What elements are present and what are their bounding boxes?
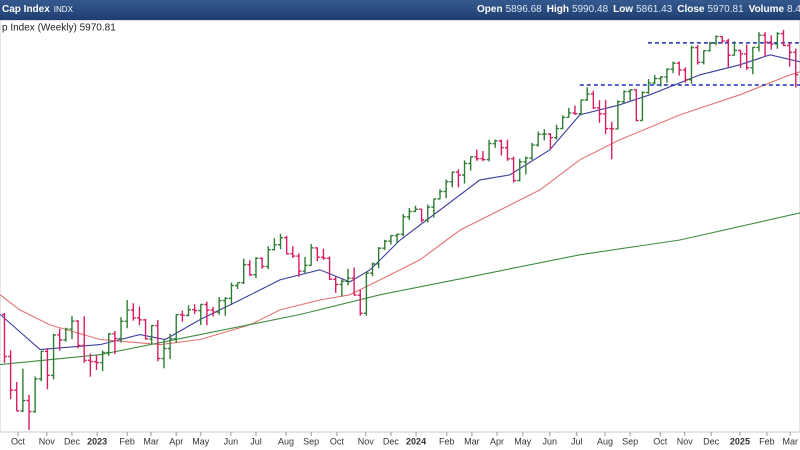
- x-tick-label: Nov: [358, 436, 375, 446]
- x-tick-label: 2024: [406, 436, 426, 446]
- x-tick-label: Apr: [490, 436, 504, 446]
- symbol: INDX: [53, 5, 73, 14]
- x-tick-label: May: [514, 436, 532, 446]
- quote-value: 5861.43: [636, 4, 673, 15]
- x-tick-label: Dec: [383, 436, 400, 446]
- x-tick-label: Mar: [464, 436, 480, 446]
- moving-average: [0, 212, 800, 366]
- x-tick-label: Dec: [703, 436, 720, 446]
- x-tick-label: May: [192, 436, 210, 446]
- x-tick-label: Jul: [571, 436, 583, 446]
- quote-label: Open: [477, 4, 503, 15]
- header-bar: Cap Index INDX Open 5896.68 High 5990.48 Low 5…: [0, 0, 800, 20]
- x-tick-label: Jul: [250, 436, 262, 446]
- x-tick-label: Oct: [653, 436, 668, 446]
- x-tick-label: Nov: [39, 436, 56, 446]
- quote: Open 5896.68 High 5990.48 Low 5861.43 Close 597…: [472, 0, 800, 20]
- x-tick-label: Mar: [782, 436, 798, 446]
- moving-average: [0, 71, 800, 346]
- plot-area: [0, 20, 800, 433]
- x-tick-label: Jun: [224, 436, 239, 446]
- x-tick-label: Aug: [597, 436, 613, 446]
- x-tick-label: Apr: [169, 436, 183, 446]
- x-tick-label: Dec: [64, 436, 81, 446]
- quote-value: 8.4B: [787, 4, 800, 15]
- x-tick-label: Sep: [303, 436, 319, 446]
- quote-value: 5970.81: [707, 4, 744, 15]
- quote-label: Close: [677, 4, 705, 15]
- quote-value: 5896.68: [505, 4, 542, 15]
- x-tick-label: Mar: [143, 436, 159, 446]
- x-tick-label: Aug: [278, 436, 294, 446]
- x-tick-label: Oct: [330, 436, 345, 446]
- quote-label: High: [546, 4, 569, 15]
- x-tick-label: 2023: [87, 436, 107, 446]
- quote-value: 5990.48: [571, 4, 609, 15]
- x-tick-label: Feb: [439, 436, 455, 446]
- x-tick-label: Feb: [759, 436, 775, 446]
- quote-label: Low: [613, 4, 634, 15]
- x-tick-label: 2025: [730, 436, 750, 446]
- x-tick-label: Oct: [11, 436, 26, 446]
- x-tick-label: Jun: [543, 436, 558, 446]
- chart-title: p Index (Weekly) 5970.81: [2, 23, 116, 34]
- x-tick-label: Nov: [677, 436, 694, 446]
- x-tick-label: Sep: [622, 436, 638, 446]
- quote-label: Volume: [748, 4, 785, 15]
- title: Cap Index: [2, 4, 50, 15]
- index-title: Cap Index INDX: [2, 0, 73, 20]
- moving-average: [0, 54, 800, 351]
- chart: p Index (Weekly) 5970.81 Oct Nov Dec 2023 Fe…: [0, 20, 800, 446]
- x-tick-label: Feb: [119, 436, 135, 446]
